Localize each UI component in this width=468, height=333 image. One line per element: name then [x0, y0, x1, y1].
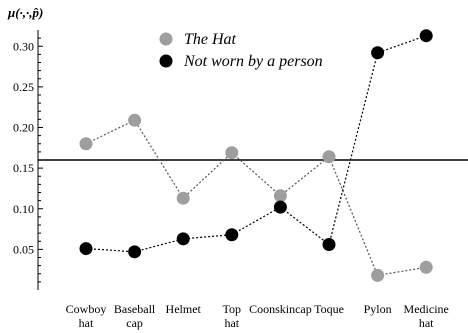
x-tick-label: Helmet [166, 302, 202, 316]
series-line [85, 119, 427, 277]
data-point [79, 242, 93, 256]
axes: 0.05 0.10 0.15 0.20 0.25 0.30 [13, 30, 43, 290]
data-point [322, 238, 336, 251]
data-point [79, 137, 93, 151]
data-point [273, 189, 287, 203]
legend: The Hat Not worn by a person [159, 31, 323, 70]
legend-label: Not worn by a person [183, 53, 323, 70]
data-point [419, 260, 433, 274]
data-point [419, 29, 433, 43]
legend-marker [159, 54, 173, 68]
data-point [225, 228, 239, 242]
y-tick-label: 0.20 [13, 121, 34, 135]
x-tick-label: Toque [314, 302, 344, 316]
legend-label: The Hat [184, 31, 237, 48]
x-tick-label: Coonskincap [249, 302, 312, 316]
x-tick-label: Medicine hat [404, 302, 449, 330]
y-tick-label: 0.10 [13, 202, 34, 216]
data-point [273, 200, 287, 214]
data-point [322, 150, 336, 164]
data-point [371, 46, 385, 60]
series-points [79, 29, 433, 282]
x-tick-label: Cowboy hat [66, 302, 107, 330]
data-point [371, 268, 385, 282]
x-tick-label: Top hat [223, 302, 242, 330]
series-line [85, 35, 427, 253]
y-tick-label: 0.15 [13, 161, 34, 175]
data-point [128, 245, 142, 259]
legend-marker [159, 32, 173, 46]
data-point [176, 232, 190, 246]
y-tick-label: 0.30 [13, 39, 34, 53]
data-point [176, 191, 190, 205]
y-axis-title: μ(·,·,p̂) [7, 5, 43, 20]
x-tick-label: Pylon [364, 302, 392, 316]
y-tick-label: 0.05 [13, 242, 34, 256]
data-point [225, 146, 239, 160]
data-point [128, 113, 142, 127]
x-tick-label: Baseball cap [114, 302, 156, 330]
series-lines [85, 35, 427, 277]
y-tick-label: 0.25 [13, 80, 34, 94]
